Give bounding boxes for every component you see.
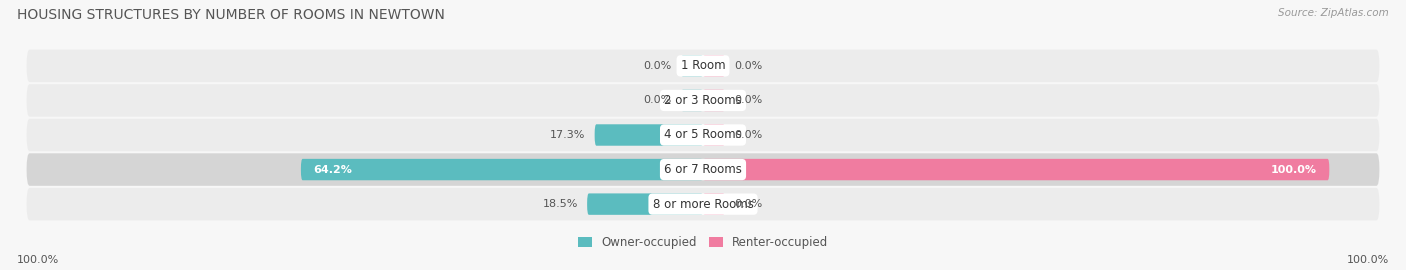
- Text: 0.0%: 0.0%: [644, 61, 672, 71]
- Text: 4 or 5 Rooms: 4 or 5 Rooms: [664, 129, 742, 141]
- FancyBboxPatch shape: [27, 119, 1379, 151]
- Text: 64.2%: 64.2%: [314, 164, 353, 175]
- Text: 0.0%: 0.0%: [644, 95, 672, 106]
- FancyBboxPatch shape: [27, 50, 1379, 82]
- FancyBboxPatch shape: [681, 90, 703, 111]
- Text: 100.0%: 100.0%: [1271, 164, 1317, 175]
- FancyBboxPatch shape: [703, 90, 725, 111]
- FancyBboxPatch shape: [681, 55, 703, 77]
- FancyBboxPatch shape: [595, 124, 703, 146]
- Text: Source: ZipAtlas.com: Source: ZipAtlas.com: [1278, 8, 1389, 18]
- Text: 1 Room: 1 Room: [681, 59, 725, 72]
- Text: 0.0%: 0.0%: [734, 95, 762, 106]
- Text: 8 or more Rooms: 8 or more Rooms: [652, 198, 754, 211]
- FancyBboxPatch shape: [588, 193, 703, 215]
- FancyBboxPatch shape: [27, 188, 1379, 220]
- Text: 0.0%: 0.0%: [734, 199, 762, 209]
- FancyBboxPatch shape: [703, 124, 725, 146]
- Text: 100.0%: 100.0%: [1347, 255, 1389, 265]
- Legend: Owner-occupied, Renter-occupied: Owner-occupied, Renter-occupied: [572, 231, 834, 254]
- Text: 0.0%: 0.0%: [734, 130, 762, 140]
- Text: 6 or 7 Rooms: 6 or 7 Rooms: [664, 163, 742, 176]
- FancyBboxPatch shape: [27, 84, 1379, 117]
- Text: 100.0%: 100.0%: [17, 255, 59, 265]
- Text: 18.5%: 18.5%: [543, 199, 578, 209]
- Text: 2 or 3 Rooms: 2 or 3 Rooms: [664, 94, 742, 107]
- Text: 17.3%: 17.3%: [550, 130, 585, 140]
- FancyBboxPatch shape: [27, 153, 1379, 186]
- FancyBboxPatch shape: [703, 159, 1329, 180]
- FancyBboxPatch shape: [703, 55, 725, 77]
- Text: HOUSING STRUCTURES BY NUMBER OF ROOMS IN NEWTOWN: HOUSING STRUCTURES BY NUMBER OF ROOMS IN…: [17, 8, 444, 22]
- FancyBboxPatch shape: [301, 159, 703, 180]
- Text: 0.0%: 0.0%: [734, 61, 762, 71]
- FancyBboxPatch shape: [703, 193, 725, 215]
